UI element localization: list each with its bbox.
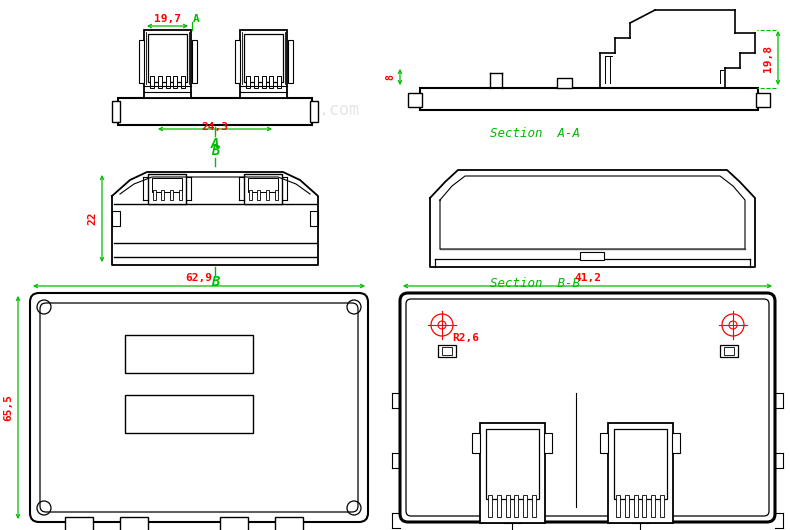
Bar (125, 395, 253, 433)
Text: 62,9: 62,9 (186, 273, 213, 283)
Bar (246, 76, 250, 88)
Bar (480, 423, 545, 523)
Bar (408, 93, 422, 107)
Bar (235, 40, 240, 83)
Polygon shape (112, 172, 318, 265)
Bar (724, 347, 734, 355)
Bar (600, 433, 608, 453)
Bar (173, 76, 177, 88)
Text: A: A (211, 137, 219, 151)
Bar (275, 517, 303, 530)
Polygon shape (440, 176, 745, 249)
Bar (192, 40, 197, 83)
FancyBboxPatch shape (30, 293, 368, 522)
FancyBboxPatch shape (400, 293, 775, 522)
Bar (634, 495, 638, 517)
Bar (148, 34, 187, 82)
Bar (65, 517, 93, 530)
Bar (660, 495, 664, 517)
Text: B: B (211, 275, 219, 289)
Bar (220, 517, 248, 530)
Bar (497, 495, 501, 517)
Bar (274, 190, 277, 200)
Bar (139, 40, 144, 83)
Bar (144, 30, 191, 98)
Text: 19,8: 19,8 (763, 45, 773, 72)
Bar (258, 190, 260, 200)
Polygon shape (430, 170, 755, 267)
Bar (514, 495, 518, 517)
Bar (179, 190, 182, 200)
Bar (756, 93, 770, 107)
Bar (120, 517, 148, 530)
Bar (170, 190, 173, 200)
Bar (488, 495, 492, 517)
Bar (420, 88, 758, 110)
Bar (720, 345, 738, 357)
Bar (277, 76, 281, 88)
Bar (150, 76, 154, 88)
Bar (544, 433, 552, 453)
Bar (125, 335, 253, 373)
Bar (244, 174, 282, 204)
Bar (254, 76, 258, 88)
Bar (161, 190, 164, 200)
Bar (148, 174, 186, 204)
Bar (438, 345, 456, 357)
Text: Section  A-A: Section A-A (490, 127, 580, 140)
Bar (651, 495, 655, 517)
Bar (310, 101, 318, 122)
Bar (181, 76, 185, 88)
Bar (158, 76, 162, 88)
Bar (523, 495, 527, 517)
Bar (165, 76, 170, 88)
Bar (249, 190, 251, 200)
Bar (506, 495, 510, 517)
Bar (265, 190, 269, 200)
Text: R2,6: R2,6 (452, 333, 479, 343)
Bar (642, 495, 646, 517)
Bar (112, 101, 120, 122)
Text: A: A (193, 14, 200, 24)
Bar (672, 433, 680, 453)
Bar (616, 495, 620, 517)
Bar (472, 433, 480, 453)
Bar (614, 429, 667, 499)
Text: @taepo.com: @taepo.com (540, 406, 640, 424)
Text: @taepo.com: @taepo.com (260, 101, 360, 119)
Text: 41,2: 41,2 (574, 273, 601, 283)
Bar (112, 211, 120, 226)
Text: 8: 8 (385, 74, 395, 80)
Bar (244, 34, 283, 82)
Text: 65,5: 65,5 (3, 394, 13, 421)
Bar (269, 76, 273, 88)
Bar (152, 178, 182, 192)
Bar (557, 78, 572, 88)
Bar (532, 495, 536, 517)
Bar (261, 76, 265, 88)
Bar (625, 495, 629, 517)
Bar (118, 98, 312, 125)
Text: Section  B-B: Section B-B (490, 277, 580, 290)
Bar (248, 178, 278, 192)
Text: 19,7: 19,7 (154, 14, 181, 24)
Bar (442, 347, 452, 355)
Bar (240, 30, 287, 98)
Bar (608, 423, 673, 523)
Text: B: B (211, 144, 219, 158)
Text: 22: 22 (87, 212, 97, 225)
Text: 24,3: 24,3 (201, 122, 228, 132)
Bar (310, 211, 318, 226)
Bar (152, 190, 156, 200)
Bar (288, 40, 293, 83)
Bar (580, 252, 604, 260)
Bar (486, 429, 539, 499)
